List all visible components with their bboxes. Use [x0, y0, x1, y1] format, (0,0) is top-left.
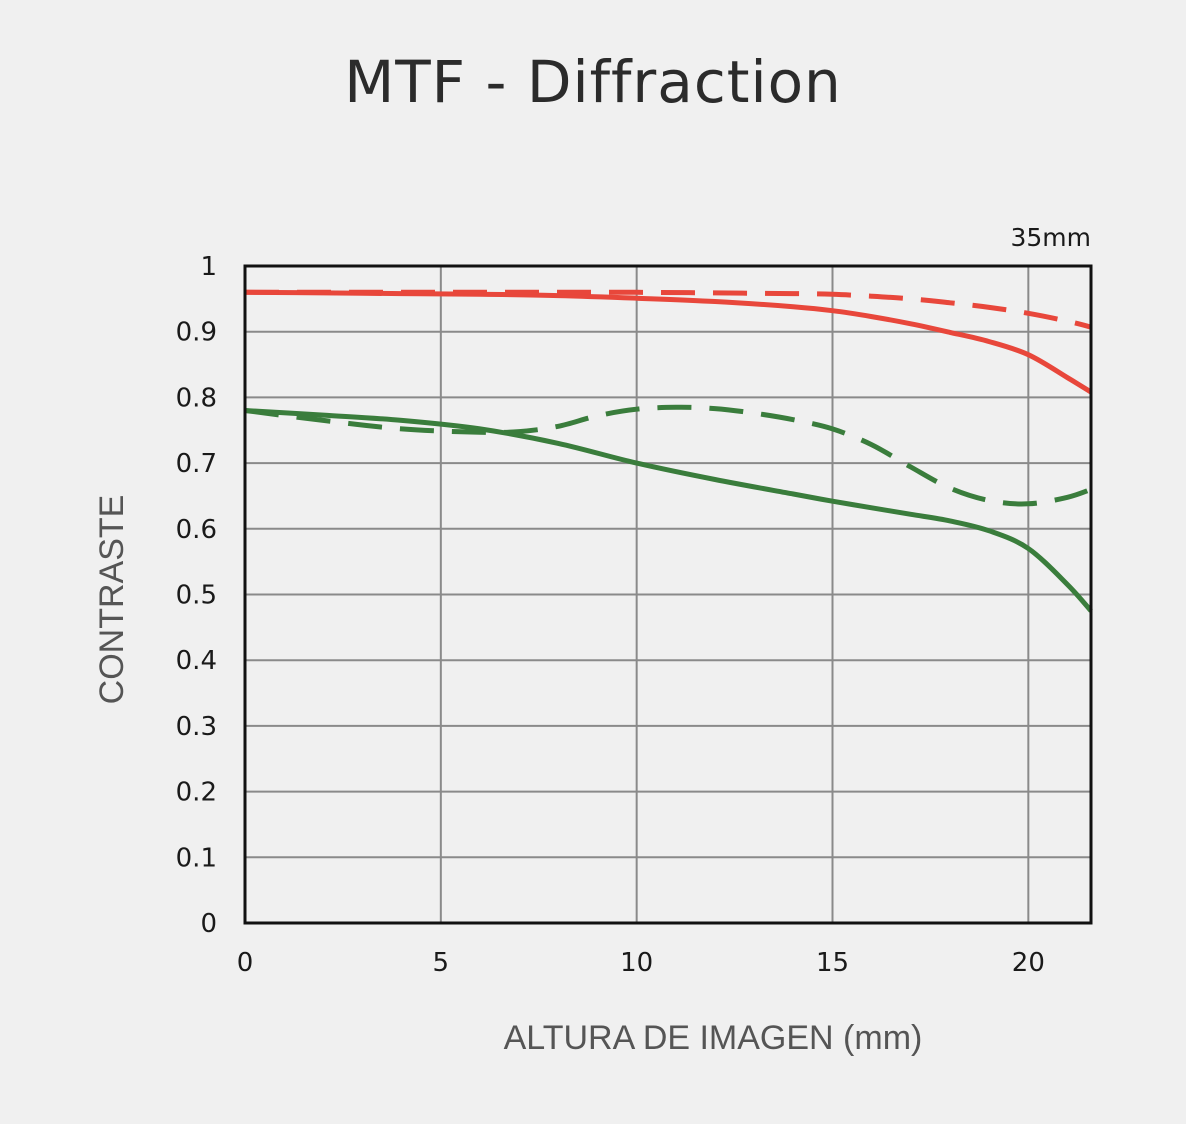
y-tick-label: 0.6: [176, 515, 217, 545]
x-tick-label: 20: [1012, 948, 1045, 978]
series-line-1: [244, 289, 1093, 395]
chart-title: MTF - Diffraction: [344, 48, 842, 116]
y-tick-label: 1: [200, 252, 217, 282]
series-line-3: [244, 408, 1093, 613]
y-tick-label: 0: [200, 909, 217, 939]
corner-label: 35mm: [1010, 223, 1091, 252]
y-tick-label: 0.4: [176, 646, 217, 676]
grid-lines: [244, 265, 1091, 924]
y-tick-label: 0.7: [176, 449, 217, 479]
x-tick-label: 5: [433, 948, 450, 978]
plot-frame: [243, 264, 1093, 925]
x-tick-label: 0: [237, 948, 254, 978]
y-tick-label: 0.9: [176, 318, 217, 348]
y-tick-label: 0.8: [176, 383, 217, 413]
series-line-2: [245, 289, 1092, 330]
y-axis-label: CONTRASTE: [93, 495, 131, 705]
y-tick-label: 0.3: [176, 712, 217, 742]
series-lines: [244, 289, 1093, 613]
x-tick-label: 10: [620, 948, 653, 978]
x-tick-label: 15: [816, 948, 849, 978]
x-tick-labels: 0 5 10 15 20: [237, 948, 1045, 978]
series-line-4: [244, 404, 1092, 507]
y-tick-labels: 0 0.1 0.2 0.3 0.4 0.5 0.6 0.7 0.8 0.9 1: [176, 252, 217, 939]
y-tick-label: 0.2: [176, 778, 217, 808]
x-axis-label: ALTURA DE IMAGEN (mm): [504, 1019, 923, 1057]
y-tick-label: 0.1: [176, 843, 217, 873]
y-tick-label: 0.5: [176, 581, 217, 611]
